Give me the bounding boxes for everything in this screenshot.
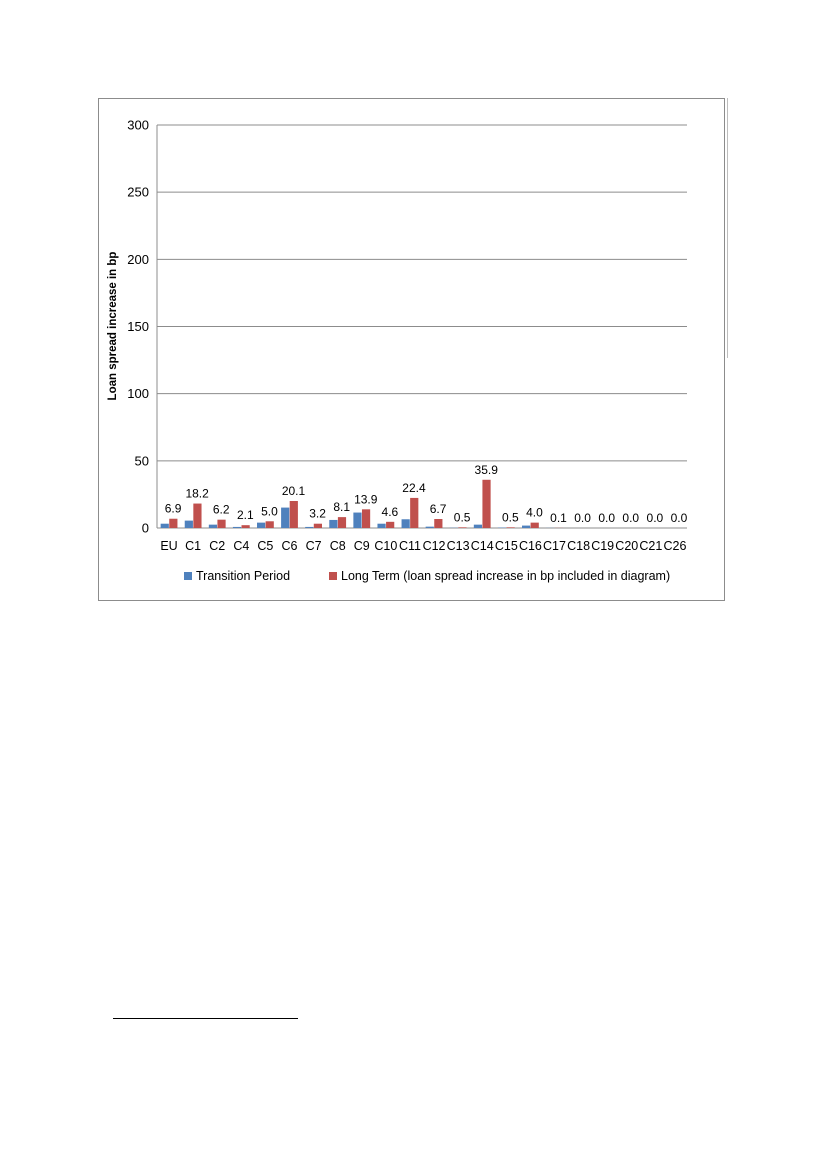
bar-long-term: [193, 503, 202, 528]
data-label: 0.0: [647, 511, 664, 525]
bar-transition-period: [184, 520, 193, 528]
bar-long-term: [313, 523, 322, 528]
bar-transition-period: [305, 526, 314, 528]
y-tick-label: 0: [142, 521, 149, 536]
y-tick-label: 250: [127, 185, 149, 200]
data-label: 5.0: [261, 504, 278, 518]
data-label: 0.0: [622, 511, 639, 525]
y-axis-title: Loan spread increase in bp: [107, 252, 119, 401]
legend-swatch-long-term: [329, 572, 337, 580]
bar-long-term: [169, 518, 178, 528]
data-label: 3.2: [309, 507, 326, 521]
data-label: 0.0: [574, 511, 591, 525]
x-tick-label: C2: [209, 539, 225, 553]
y-tick-label: 50: [135, 453, 149, 468]
x-tick-label: EU: [160, 539, 177, 553]
data-label: 2.1: [237, 508, 254, 522]
x-tick-label: C12: [423, 539, 446, 553]
x-tick-label: C7: [306, 539, 322, 553]
legend: Transition Period Long Term (loan spread …: [184, 569, 670, 583]
bar-long-term: [289, 500, 298, 528]
bar-transition-period: [281, 507, 290, 528]
data-label: 6.2: [213, 503, 230, 517]
bar-long-term: [482, 479, 491, 528]
chart-shadow-edge: [727, 98, 728, 358]
data-label: 22.4: [402, 481, 426, 495]
y-tick-label: 300: [127, 118, 149, 133]
bar-transition-period: [257, 522, 266, 528]
data-label: 18.2: [185, 487, 209, 501]
bar-transition-period: [232, 526, 242, 528]
data-label: 6.9: [165, 502, 182, 516]
x-tick-label: C13: [447, 539, 470, 553]
x-tick-label: C11: [399, 539, 421, 553]
data-label: 0.1: [550, 511, 567, 525]
x-tick-label: C9: [354, 539, 370, 553]
bar-long-term: [265, 521, 274, 528]
x-tick-label: C16: [519, 539, 542, 553]
y-axis-ticks: 0 50 100 150 200 250 300: [127, 118, 149, 536]
footnote-separator: [113, 1018, 298, 1019]
x-tick-label: C10: [374, 539, 397, 553]
data-label: 0.5: [502, 510, 519, 524]
data-label: 13.9: [354, 492, 378, 506]
x-tick-label: C19: [591, 539, 614, 553]
x-tick-label: C1: [185, 539, 201, 553]
y-tick-label: 200: [127, 252, 149, 267]
bar-long-term: [361, 509, 371, 528]
data-labels: 6.918.2 6.2 2.1 5.0 20.13.2 8.1 13.9 4.622.4 6.7…: [165, 463, 688, 525]
bar-long-term: [217, 519, 226, 528]
x-tick-label: C20: [615, 539, 638, 553]
bar-transition-period: [377, 523, 386, 528]
legend-swatch-transition-period: [184, 572, 192, 580]
chart-frame: 0 50 100 150 200 250 300 6.9 18.2 6.2 2.1 5.0 20.1 3…: [98, 98, 725, 601]
x-tick-label: C21: [639, 539, 662, 553]
bar-long-term: [434, 518, 443, 528]
bar-long-term: [241, 525, 250, 528]
x-tick-label: C15: [495, 539, 518, 553]
bar-long-term: [410, 497, 419, 528]
x-tick-label: C17: [543, 539, 566, 553]
bar-transition-period: [522, 525, 531, 528]
bar-transition-period: [425, 526, 434, 528]
data-label: 35.9: [475, 463, 499, 477]
data-label: 20.1: [282, 484, 306, 498]
bar-long-term: [458, 527, 467, 528]
x-tick-label: C5: [257, 539, 273, 553]
bar-long-term: [337, 517, 347, 528]
data-label: 0.0: [671, 511, 688, 525]
gridlines: [156, 124, 687, 529]
bar-transition-period: [160, 523, 169, 528]
x-axis-ticks: EU C1 C2 C4 C5 C6 C7 C8 C9 C10 C11 C12 C13 C14 C15 C16 C…: [160, 539, 686, 553]
bar-long-term: [530, 522, 539, 528]
x-tick-label: C8: [330, 539, 346, 553]
x-tick-label: C26: [663, 539, 686, 553]
data-label: 8.1: [333, 500, 350, 514]
data-label: 0.5: [454, 510, 471, 524]
legend-label-transition-period: Transition Period: [196, 569, 290, 583]
data-label: 0.0: [598, 511, 615, 525]
x-tick-label: C6: [282, 539, 298, 553]
x-tick-label: C4: [233, 539, 249, 553]
y-tick-label: 100: [127, 386, 149, 401]
bar-transition-period: [401, 519, 410, 528]
bar-transition-period: [329, 519, 338, 528]
bar-transition-period: [473, 524, 483, 528]
data-label: 6.7: [430, 502, 447, 516]
legend-label-long-term: Long Term (loan spread increase in bp in…: [341, 569, 670, 583]
bars: [160, 479, 563, 528]
data-label: 4.6: [382, 505, 399, 519]
x-tick-label: C18: [567, 539, 590, 553]
y-tick-label: 150: [127, 319, 149, 334]
bar-transition-period: [208, 524, 218, 528]
data-label: 4.0: [526, 506, 543, 520]
x-tick-label: C14: [471, 539, 494, 553]
bar-transition-period: [353, 512, 362, 528]
bar-long-term: [506, 527, 515, 528]
bar-long-term: [386, 521, 395, 528]
